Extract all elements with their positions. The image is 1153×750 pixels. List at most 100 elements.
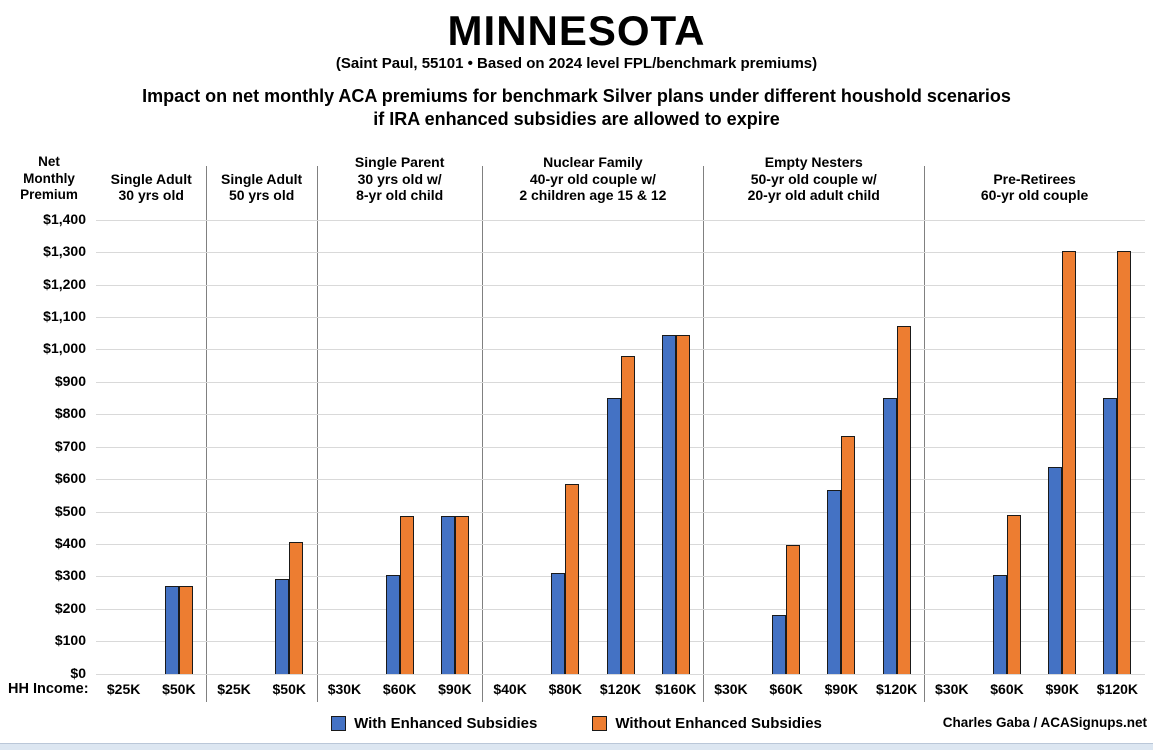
gridline — [96, 381, 207, 383]
gridline — [924, 284, 1145, 286]
bar-pair — [1103, 250, 1132, 674]
y-axis-title-line: Net — [38, 154, 60, 170]
gridline — [924, 446, 1145, 448]
group-plot-area — [924, 219, 1145, 675]
group-slots — [924, 220, 1145, 674]
gridline — [482, 544, 704, 546]
gridline — [924, 673, 1145, 675]
group-plot-area — [206, 219, 317, 675]
y-tick-label: $200 — [54, 599, 86, 616]
scenario-group-5: Empty Nesters 50-yr old couple w/20-yr ol… — [703, 142, 925, 702]
gridline — [96, 446, 207, 448]
gridline — [96, 576, 207, 578]
gridline — [206, 252, 317, 254]
y-tick-label: $1,200 — [43, 275, 86, 292]
y-tick-label: $1,000 — [43, 340, 86, 357]
gridline — [482, 511, 704, 513]
credit-text: Charles Gaba / ACASignups.net — [942, 714, 1147, 730]
income-label: $30K — [714, 680, 748, 697]
income-label: $90K — [824, 680, 859, 697]
gridline — [316, 284, 483, 286]
gridline — [96, 219, 207, 221]
group-header: Empty Nesters 50-yr old couple w/20-yr ol… — [703, 142, 924, 212]
group-slots — [703, 220, 924, 674]
income-label: $60K — [769, 680, 803, 697]
bar-with-enhanced-subsidies — [1103, 398, 1118, 674]
income-slot — [703, 220, 758, 674]
gridline — [924, 219, 1145, 221]
group-divider — [206, 165, 208, 702]
income-label: $60K — [990, 680, 1024, 697]
legend-swatch-orange-icon — [592, 716, 608, 732]
gridline — [96, 414, 207, 416]
chart-legend: With Enhanced Subsidies Without Enhanced… — [0, 710, 1153, 738]
gridline — [482, 446, 704, 448]
group-income-labels: $30K $60K $90K — [317, 676, 483, 702]
group-header-line: 30 yrs old w/ — [357, 170, 442, 187]
group-header-line: 20-yr old adult child — [747, 187, 880, 204]
gridline — [316, 479, 483, 481]
gridline — [482, 641, 704, 643]
y-tick-label: $600 — [54, 470, 86, 487]
group-header: Nuclear Family 40-yr old couple w/2 child… — [482, 142, 703, 212]
gridline — [206, 219, 317, 221]
gridline — [703, 252, 925, 254]
gridline — [482, 414, 704, 416]
gridline — [482, 381, 704, 383]
gridline — [316, 252, 483, 254]
group-header: Single Parent 30 yrs old w/8-yr old child — [317, 142, 483, 212]
gridline — [316, 414, 483, 416]
income-label: $50K — [162, 680, 196, 697]
gridline — [96, 479, 207, 481]
scenario-group-1: Single Adult 30 yrs old $25K $50K — [96, 142, 207, 702]
bar-with-enhanced-subsidies — [440, 515, 455, 674]
gridline — [703, 511, 925, 513]
gridline — [96, 511, 207, 513]
group-header-line: Single Adult — [221, 170, 303, 187]
group-income-labels: $25K $50K — [206, 676, 316, 702]
gridline — [482, 576, 704, 578]
income-slot — [427, 220, 482, 674]
bar-pair — [385, 515, 414, 674]
gridline — [703, 284, 925, 286]
y-tick-label: $300 — [54, 567, 86, 584]
bar-pair — [440, 515, 469, 674]
bar-without-enhanced-subsidies — [841, 436, 856, 674]
y-tick-label: $100 — [54, 632, 86, 649]
gridline — [96, 349, 207, 351]
group-plot-area — [703, 219, 925, 675]
group-plot-area — [316, 219, 483, 675]
bar-without-enhanced-subsidies — [1006, 514, 1021, 674]
gridline — [316, 317, 483, 319]
gridline — [703, 608, 925, 610]
group-header-line: 30 yrs old — [118, 187, 184, 204]
bar-pair — [606, 355, 635, 674]
gridline — [703, 576, 925, 578]
income-slot — [262, 220, 317, 674]
y-tick-label: $500 — [54, 502, 86, 519]
bar-without-enhanced-subsidies — [675, 334, 690, 674]
bottom-strip — [0, 743, 1153, 750]
bar-pair — [827, 436, 856, 674]
group-header-line: Nuclear Family — [543, 154, 643, 171]
gridline — [206, 349, 317, 351]
gridline — [924, 608, 1145, 610]
bar-with-enhanced-subsidies — [551, 572, 566, 674]
gridline — [924, 479, 1145, 481]
gridline — [703, 673, 925, 675]
income-slot — [538, 220, 593, 674]
gridline — [96, 641, 207, 643]
y-tick-label: $800 — [54, 405, 86, 422]
gridline — [206, 608, 317, 610]
gridline — [924, 544, 1145, 546]
bar-pair — [551, 484, 580, 674]
legend-label: With Enhanced Subsidies — [354, 715, 538, 733]
gridline — [316, 673, 483, 675]
chart-footer: With Enhanced Subsidies Without Enhanced… — [0, 710, 1153, 738]
gridline — [924, 641, 1145, 643]
gridline — [703, 219, 925, 221]
group-slots — [96, 220, 206, 674]
income-slot — [482, 220, 537, 674]
income-slot — [979, 220, 1034, 674]
